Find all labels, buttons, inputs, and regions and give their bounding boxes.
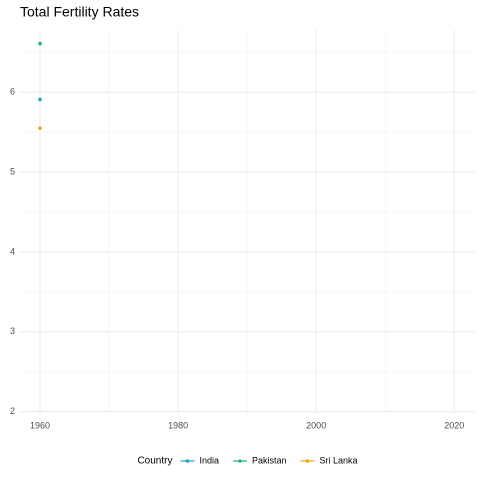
y-tick-label: 5	[10, 166, 15, 176]
x-tick-label: 1980	[168, 420, 188, 430]
x-tick-label: 2000	[306, 420, 326, 430]
legend-label: Pakistan	[252, 455, 287, 465]
data-point	[38, 126, 42, 130]
y-tick-label: 2	[10, 406, 15, 416]
legend-title: Country	[137, 456, 172, 467]
x-tick-label: 2020	[444, 420, 464, 430]
legend-key-point	[185, 459, 190, 463]
legend-key-point	[305, 459, 310, 463]
x-tick-label: 1960	[30, 420, 50, 430]
legend-label: India	[199, 455, 219, 465]
legend-key-point	[238, 459, 242, 463]
y-tick-label: 4	[10, 246, 15, 256]
legend: Country India Pakistan Sri Lanka	[137, 455, 357, 466]
legend-label: Sri Lanka	[320, 455, 358, 465]
data-point	[38, 97, 42, 102]
y-tick-label: 3	[10, 326, 15, 336]
y-tick-label: 6	[10, 87, 15, 97]
chart-title: Total Fertility Rates	[20, 4, 139, 20]
data-point	[38, 41, 42, 46]
